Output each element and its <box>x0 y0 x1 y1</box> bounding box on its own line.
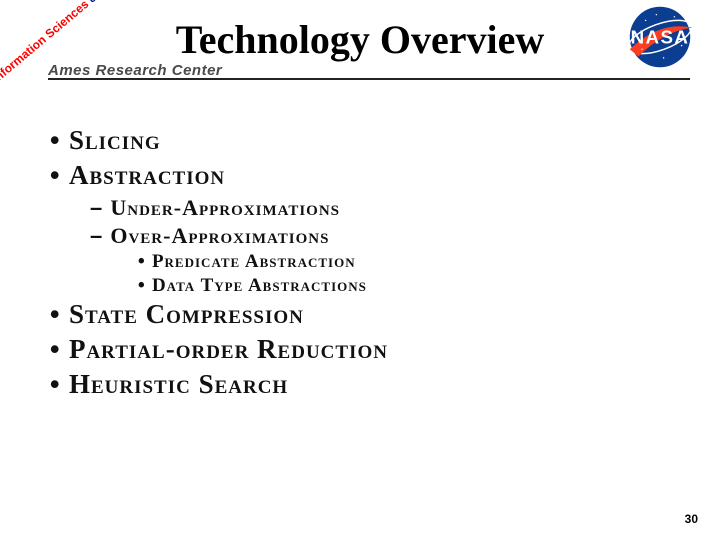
page-number: 30 <box>685 512 698 526</box>
bullet-datatype: Data Type Abstractions <box>138 275 680 297</box>
bullet-partial-order: Partial-order Reduction <box>50 334 680 365</box>
title-rule <box>48 78 690 80</box>
bullet-slicing: Slicing <box>50 125 680 156</box>
bullet-over-approx: Over-Approximations <box>90 223 680 249</box>
ames-research-center-label: Ames Research Center <box>48 62 222 79</box>
bullet-under-approx: Under-Approximations <box>90 195 680 221</box>
nasa-wordmark: NASA <box>631 26 690 47</box>
bullet-state-compression: State Compression <box>50 299 680 330</box>
bullet-abstraction: Abstraction <box>50 160 680 191</box>
nasa-logo-icon: NASA <box>624 6 696 68</box>
content-area: Slicing Abstraction Under-Approximations… <box>50 125 680 404</box>
page-title: Technology Overview <box>0 16 720 63</box>
bullet-heuristic-search: Heuristic Search <box>50 369 680 400</box>
bullet-predicate: Predicate Abstraction <box>138 251 680 273</box>
slide: Information Sciences & Technology Ames R… <box>0 0 720 540</box>
